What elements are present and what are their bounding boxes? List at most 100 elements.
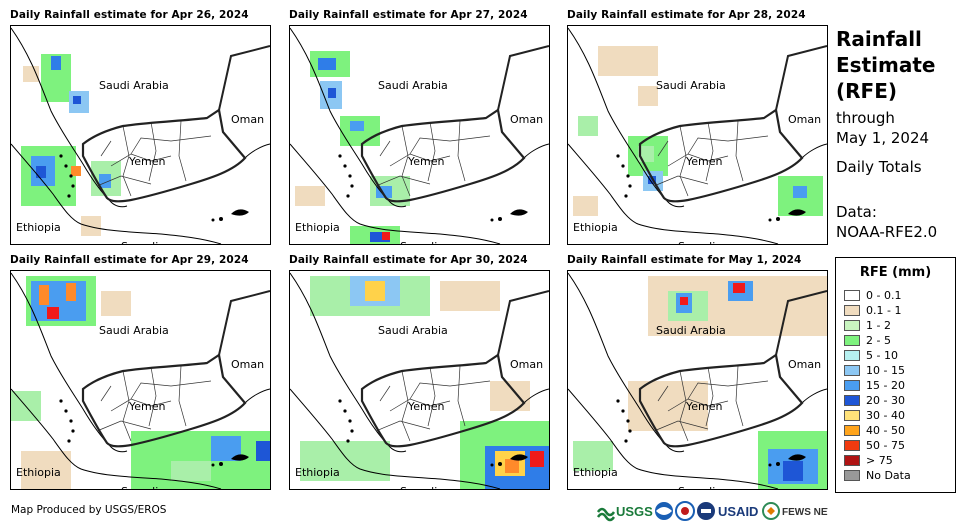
island — [67, 439, 71, 443]
usgs-text: USGS — [616, 504, 653, 519]
end-date: May 1, 2024 — [836, 129, 930, 147]
admin-boundary — [401, 125, 411, 197]
rain-cell — [318, 58, 336, 70]
admin-boundary — [457, 365, 466, 427]
socotra-island — [510, 454, 528, 461]
map-svg: Saudi Arabia Oman Yemen Ethiopia Somalia — [568, 27, 827, 244]
admin-boundary — [96, 175, 152, 187]
country-label-oman: Oman — [510, 358, 543, 371]
usaid-text: USAID — [718, 504, 758, 519]
panel-title: Daily Rainfall estimate for Apr 28, 2024 — [567, 9, 806, 21]
rfe-legend: RFE (mm) 0 - 0.1 0.1 - 1 1 - 2 2 - 5 5 - 10 1… — [835, 257, 956, 493]
through-label: through — [836, 109, 895, 127]
map-svg: Saudi Arabia Oman Yemen Ethiopia Somalia — [11, 27, 270, 244]
legend-swatch — [844, 305, 860, 316]
nws-logo — [675, 501, 695, 521]
socotra-island — [231, 209, 249, 216]
island — [768, 463, 772, 467]
legend-label: 0.1 - 1 — [866, 304, 902, 317]
coastline — [523, 388, 549, 404]
yemen-border — [360, 353, 526, 448]
yemen-border — [638, 108, 804, 203]
admin-boundary — [178, 120, 187, 182]
legend-title: RFE (mm) — [859, 265, 932, 280]
coastline — [290, 27, 407, 208]
island — [768, 218, 772, 222]
rain-cell — [81, 216, 101, 236]
island — [621, 409, 625, 413]
island — [624, 439, 628, 443]
island — [624, 194, 628, 198]
island — [490, 218, 494, 222]
rain-cell — [530, 451, 544, 467]
admin-boundary — [657, 385, 669, 402]
map-frame: Saudi Arabia Oman Yemen Ethiopia Somalia — [289, 25, 550, 245]
island — [616, 399, 620, 403]
admin-boundary — [389, 153, 451, 167]
rain-cell — [171, 461, 211, 481]
yemen-border — [638, 353, 804, 448]
admin-boundary — [100, 140, 112, 157]
admin-boundary — [148, 366, 157, 427]
island — [348, 174, 352, 178]
island — [59, 399, 63, 403]
title-line: Rainfall — [836, 27, 922, 51]
panel-title: Daily Rainfall estimate for Apr 30, 2024 — [289, 254, 528, 266]
country-border — [218, 290, 270, 356]
admin-boundary — [687, 135, 769, 155]
island — [64, 409, 68, 413]
legend-label: 5 - 10 — [866, 349, 898, 362]
map-panel-apr29: Daily Rainfall estimate for Apr 29, 2024… — [10, 254, 272, 491]
country-border — [218, 45, 270, 111]
coastline — [11, 27, 128, 208]
rain-cell — [680, 297, 688, 305]
admin-boundary — [735, 365, 744, 427]
island — [350, 429, 354, 433]
legend-swatch — [844, 410, 860, 421]
coastline — [11, 272, 128, 453]
rain-cell — [99, 174, 111, 188]
rain-cell — [39, 285, 49, 305]
rain-cell — [328, 88, 336, 98]
panel-title: Daily Rainfall estimate for May 1, 2024 — [567, 254, 802, 266]
admin-boundary — [375, 175, 431, 187]
admin-boundary — [679, 125, 689, 197]
admin-boundary — [100, 385, 112, 402]
coastline — [290, 143, 501, 244]
rain-cell — [382, 232, 390, 240]
island — [776, 217, 780, 221]
admin-boundary — [427, 121, 436, 182]
rain-cell — [66, 283, 76, 301]
rain-cell — [505, 459, 519, 473]
credit-text: Map Produced by USGS/EROS — [11, 504, 167, 516]
island — [628, 184, 632, 188]
map-svg: Saudi Arabia Oman Yemen Ethiopia Somalia — [11, 272, 270, 489]
legend-label: 1 - 2 — [866, 319, 891, 332]
rain-cell — [793, 186, 807, 198]
coastline — [290, 272, 407, 453]
fews-text: FEWS NET — [782, 507, 828, 518]
island — [343, 409, 347, 413]
country-label-ethiopia: Ethiopia — [16, 221, 61, 234]
island — [628, 429, 632, 433]
legend-swatch — [844, 425, 860, 436]
country-label-saudi-arabia: Saudi Arabia — [378, 324, 448, 337]
yemen-border — [81, 353, 247, 448]
island — [348, 419, 352, 423]
coastline — [568, 388, 779, 489]
coastline — [568, 27, 685, 208]
data-source: NOAA-RFE2.0 — [836, 223, 938, 241]
coastline — [568, 143, 779, 244]
legend-label: 50 - 75 — [866, 439, 905, 452]
legend-label: > 75 — [866, 454, 893, 467]
island — [338, 154, 342, 158]
map-panel-apr27: Daily Rainfall estimate for Apr 27, 2024… — [289, 9, 551, 246]
map-panel-may1: Daily Rainfall estimate for May 1, 2024 … — [567, 254, 829, 491]
country-label-saudi-arabia: Saudi Arabia — [656, 324, 726, 337]
admin-boundary — [679, 370, 689, 442]
panel-title: Daily Rainfall estimate for Apr 27, 2024 — [289, 9, 528, 21]
admin-boundary — [375, 420, 431, 432]
map-svg: Saudi Arabia Oman Yemen Ethiopia Somalia — [290, 27, 549, 244]
island — [776, 462, 780, 466]
admin-boundary — [687, 380, 769, 400]
